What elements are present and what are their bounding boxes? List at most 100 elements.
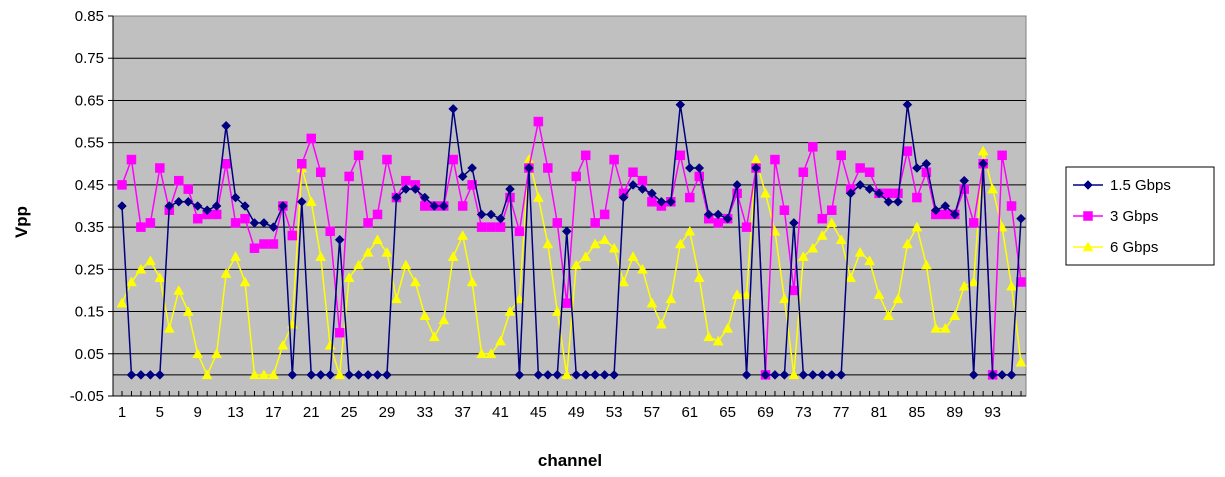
data-point	[514, 370, 525, 380]
data-point	[476, 348, 488, 359]
data-point	[921, 167, 932, 177]
data-point	[315, 370, 326, 380]
data-point	[751, 163, 761, 173]
data-point	[779, 370, 790, 380]
data-point	[420, 201, 430, 211]
data-point	[315, 251, 327, 261]
data-point	[135, 263, 147, 274]
triangle-icon	[1082, 241, 1094, 252]
data-point	[353, 259, 365, 270]
x-tick-label: 41	[492, 404, 509, 421]
data-point	[808, 142, 818, 152]
data-point	[590, 218, 600, 228]
data-point	[665, 293, 677, 304]
data-point	[741, 370, 752, 380]
data-point	[438, 314, 450, 325]
data-point	[713, 209, 724, 220]
data-point	[211, 348, 223, 359]
data-point	[192, 213, 203, 224]
data-point	[817, 213, 828, 224]
data-point	[741, 222, 752, 232]
data-point	[419, 192, 430, 203]
data-point	[230, 192, 241, 203]
data-point	[391, 293, 402, 304]
data-point	[542, 238, 554, 249]
data-point	[372, 209, 383, 220]
data-point	[334, 369, 346, 380]
data-point	[561, 369, 573, 380]
x-tick-label: 29	[379, 404, 396, 421]
data-point	[902, 238, 913, 249]
data-point	[627, 251, 639, 261]
y-tick-label: -0.05	[70, 388, 104, 405]
data-point	[618, 276, 629, 287]
data-point	[221, 120, 231, 131]
data-point	[609, 370, 619, 380]
data-point	[892, 293, 904, 304]
x-tick-label: 81	[871, 404, 888, 421]
y-tick-label: 0.05	[75, 346, 104, 363]
data-point	[685, 192, 695, 203]
data-point	[561, 226, 572, 237]
data-point	[268, 222, 279, 232]
data-point	[543, 163, 553, 173]
data-point	[684, 163, 695, 173]
data-point	[1016, 213, 1026, 224]
data-point	[391, 192, 402, 203]
x-tick-label: 69	[757, 404, 774, 421]
data-point	[817, 370, 828, 380]
data-point	[779, 205, 790, 215]
data-point	[789, 285, 799, 296]
data-point	[362, 246, 374, 257]
data-point	[514, 293, 525, 304]
data-point	[958, 280, 970, 291]
data-point	[428, 331, 440, 342]
data-point	[117, 201, 127, 211]
data-point	[902, 99, 913, 110]
data-point	[968, 276, 980, 287]
data-point	[770, 370, 780, 380]
y-tick-label: 0.55	[75, 135, 104, 152]
data-point	[240, 213, 250, 224]
data-point	[703, 331, 715, 342]
data-point	[401, 184, 411, 194]
data-point	[855, 180, 865, 190]
x-tick-label: 57	[644, 404, 661, 421]
data-point	[703, 209, 714, 220]
data-point	[457, 201, 468, 211]
data-point	[835, 234, 847, 245]
data-point	[647, 197, 657, 207]
data-point	[230, 218, 241, 228]
data-point	[778, 293, 790, 304]
data-point	[571, 171, 581, 182]
legend-label: 1.5 Gbps	[1110, 177, 1171, 194]
data-point	[116, 297, 128, 308]
data-point	[930, 322, 942, 333]
data-point	[741, 289, 752, 299]
x-tick-label: 17	[265, 404, 282, 421]
data-point	[977, 145, 989, 156]
data-point	[296, 196, 307, 207]
data-point	[912, 192, 922, 203]
data-point	[145, 370, 156, 380]
data-point	[305, 196, 317, 207]
data-point	[533, 370, 544, 380]
data-point	[211, 209, 222, 220]
data-point	[382, 154, 392, 165]
data-point	[126, 154, 137, 165]
data-point	[249, 243, 260, 253]
data-point	[997, 150, 1007, 161]
data-point	[959, 175, 970, 186]
data-point	[732, 180, 742, 190]
data-point	[457, 230, 469, 240]
x-tick-label: 13	[227, 404, 244, 421]
x-tick-label: 45	[530, 404, 547, 421]
x-tick-label: 73	[795, 404, 812, 421]
data-point	[675, 99, 686, 110]
data-point	[920, 259, 932, 270]
data-point	[163, 322, 175, 333]
data-point	[873, 289, 885, 299]
data-point	[826, 370, 837, 380]
y-axis-ticks: -0.05 0.05 0.15 0.25 0.35 0.45 0.55 0.65 0.75 0.8…	[70, 8, 113, 405]
data-point	[854, 246, 866, 257]
